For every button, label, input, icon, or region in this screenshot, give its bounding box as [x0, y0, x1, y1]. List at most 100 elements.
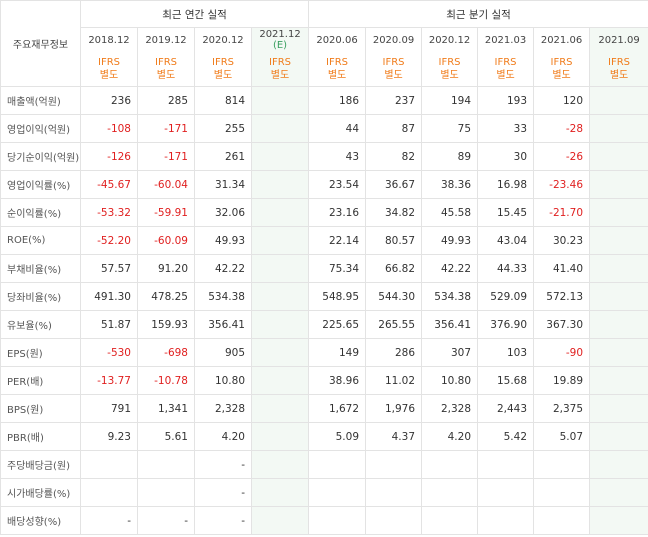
value-cell: -	[194, 478, 252, 507]
value-cell: 548.95	[308, 282, 367, 311]
value-cell: 534.38	[194, 282, 252, 311]
value-cell: 149	[308, 338, 367, 367]
value-cell	[137, 478, 195, 507]
ifrs-badge[interactable]: IFRS 별도	[250, 52, 310, 87]
table-row: BPS(원) 791 1,341 2,328 1,672 1,976 2,328 2,443 2…	[0, 394, 648, 423]
value-cell: 38.36	[421, 170, 479, 199]
value-cell: 193	[477, 86, 535, 115]
table-row: 영업이익률(%) -45.67 -60.04 31.34 23.54 36.67 38.36…	[0, 170, 648, 199]
value-cell: -52.20	[80, 226, 138, 255]
value-cell	[137, 450, 195, 479]
value-cell: 478.25	[137, 282, 195, 311]
value-cell: 356.41	[421, 310, 479, 339]
ifrs-badge[interactable]: IFRS 별도	[365, 52, 423, 87]
value-cell: 791	[80, 394, 138, 423]
value-cell: 49.93	[194, 226, 252, 255]
table-row: 시가배당률(%) -	[0, 478, 648, 507]
value-cell: -698	[137, 338, 195, 367]
period-label: 2021.03	[484, 34, 527, 46]
value-cell	[250, 114, 310, 143]
value-cell	[533, 506, 591, 535]
ifrs-label: IFRS	[326, 57, 349, 68]
ifrs-badge[interactable]: IFRS 별도	[194, 52, 252, 87]
separate-label: 별도	[552, 70, 571, 81]
value-cell: -10.78	[137, 366, 195, 395]
ifrs-badge[interactable]: IFRS 별도	[421, 52, 479, 87]
quarter-results-header: 최근 분기 실적	[308, 0, 648, 28]
value-cell: 4.37	[365, 422, 423, 451]
ifrs-label: IFRS	[382, 57, 405, 68]
value-cell: 186	[308, 86, 367, 115]
value-cell	[250, 282, 310, 311]
separate-label: 별도	[270, 70, 290, 81]
table-row: PBR(배) 9.23 5.61 4.20 5.09 4.37 4.20 5.42 5.07	[0, 422, 648, 451]
separate-label: 별도	[213, 70, 233, 81]
value-cell: 15.68	[477, 366, 535, 395]
period-label: 2021.09	[598, 34, 640, 46]
ifrs-badge[interactable]: IFRS 별도	[589, 52, 648, 87]
ifrs-badge[interactable]: IFRS 별도	[137, 52, 195, 87]
value-cell: 44	[308, 114, 367, 143]
value-cell: -	[80, 506, 138, 535]
value-cell: -60.04	[137, 170, 195, 199]
value-cell: -28	[533, 114, 591, 143]
value-cell: -13.77	[80, 366, 138, 395]
value-cell: 307	[421, 338, 479, 367]
value-cell: 75	[421, 114, 479, 143]
value-cell: 30.23	[533, 226, 591, 255]
value-cell: 2,328	[194, 394, 252, 423]
value-cell: 236	[80, 86, 138, 115]
ifrs-badge[interactable]: IFRS 별도	[477, 52, 535, 87]
table-row: 영업이익(억원) -108 -171 255 44 87 75 33 -28	[0, 114, 648, 143]
value-cell: 30	[477, 142, 535, 171]
value-cell	[250, 478, 310, 507]
value-cell: 103	[477, 338, 535, 367]
value-cell	[589, 114, 648, 143]
value-cell: -171	[137, 114, 195, 143]
value-cell: 367.30	[533, 310, 591, 339]
value-cell: 814	[194, 86, 252, 115]
value-cell	[589, 450, 648, 479]
value-cell: 1,976	[365, 394, 423, 423]
value-cell: 1,341	[137, 394, 195, 423]
value-cell: 15.45	[477, 198, 535, 227]
value-cell: 255	[194, 114, 252, 143]
ifrs-label: IFRS	[269, 57, 291, 68]
ifrs-badge[interactable]: IFRS 별도	[533, 52, 591, 87]
value-cell: 265.55	[365, 310, 423, 339]
value-cell	[421, 506, 479, 535]
value-cell: 42.22	[194, 254, 252, 283]
value-cell: -	[194, 450, 252, 479]
row-label: 부채비율(%)	[0, 254, 81, 283]
value-cell: -60.09	[137, 226, 195, 255]
value-cell	[477, 478, 535, 507]
ifrs-badge[interactable]: IFRS 별도	[80, 52, 138, 87]
row-label: ROE(%)	[0, 226, 81, 255]
period-header: 2019.12	[137, 27, 195, 52]
value-cell: 45.58	[421, 198, 479, 227]
value-cell	[308, 506, 367, 535]
period-label: 2020.12	[202, 34, 244, 46]
period-header: 2021.06	[533, 27, 591, 52]
ifrs-badge[interactable]: IFRS 별도	[308, 52, 367, 87]
table-row: 주당배당금(원) -	[0, 450, 648, 479]
value-cell: -171	[137, 142, 195, 171]
value-cell: -53.32	[80, 198, 138, 227]
separate-label: 별도	[440, 70, 459, 81]
separate-label: 별도	[496, 70, 515, 81]
value-cell: 38.96	[308, 366, 367, 395]
value-cell	[533, 450, 591, 479]
period-header: 2020.12	[421, 27, 479, 52]
value-cell	[250, 86, 310, 115]
value-cell	[250, 170, 310, 199]
value-cell: -59.91	[137, 198, 195, 227]
value-cell	[589, 394, 648, 423]
value-cell	[589, 506, 648, 535]
table-row: EPS(원) -530 -698 905 149 286 307 103 -90	[0, 338, 648, 367]
value-cell: 87	[365, 114, 423, 143]
value-cell: 82	[365, 142, 423, 171]
ifrs-label: IFRS	[438, 57, 461, 68]
row-label: EPS(원)	[0, 338, 81, 367]
row-label: 주당배당금(원)	[0, 450, 81, 479]
row-label: 영업이익(억원)	[0, 114, 81, 143]
